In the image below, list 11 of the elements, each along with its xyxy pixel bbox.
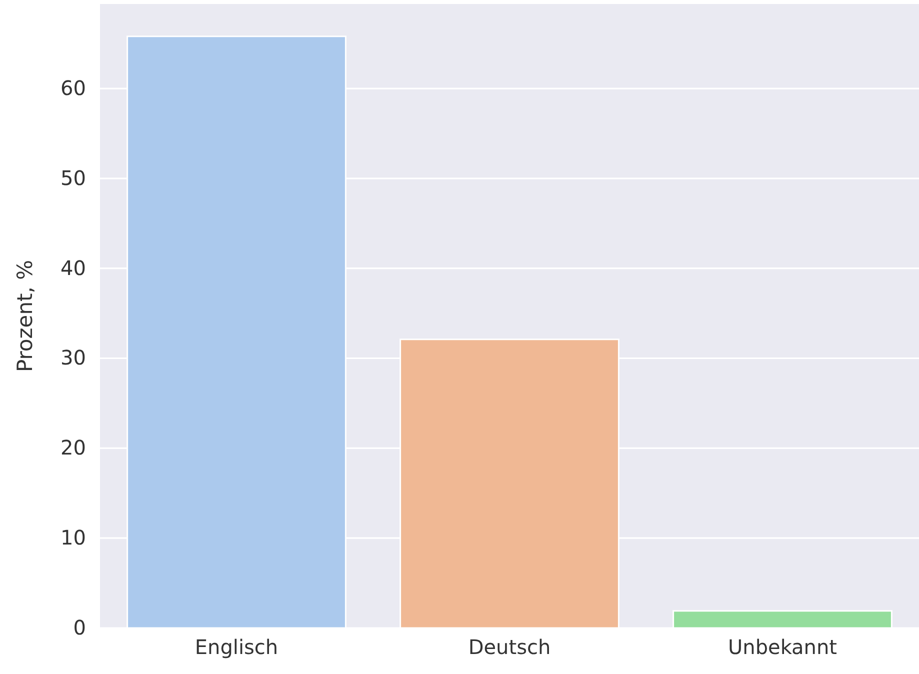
x-tick-label: Unbekannt <box>728 635 838 660</box>
y-tick-label: 50 <box>60 166 86 190</box>
x-tick-label: Deutsch <box>468 635 551 660</box>
y-tick-label: 0 <box>73 615 86 640</box>
y-axis-title: Prozent, % <box>13 260 37 372</box>
y-tick-label: 40 <box>60 256 86 280</box>
x-tick-label: Englisch <box>194 635 278 660</box>
y-tick-label: 60 <box>60 76 86 100</box>
y-tick-label: 20 <box>60 436 86 460</box>
y-tick-label: 30 <box>60 346 86 370</box>
y-tick-label: 10 <box>60 525 86 550</box>
